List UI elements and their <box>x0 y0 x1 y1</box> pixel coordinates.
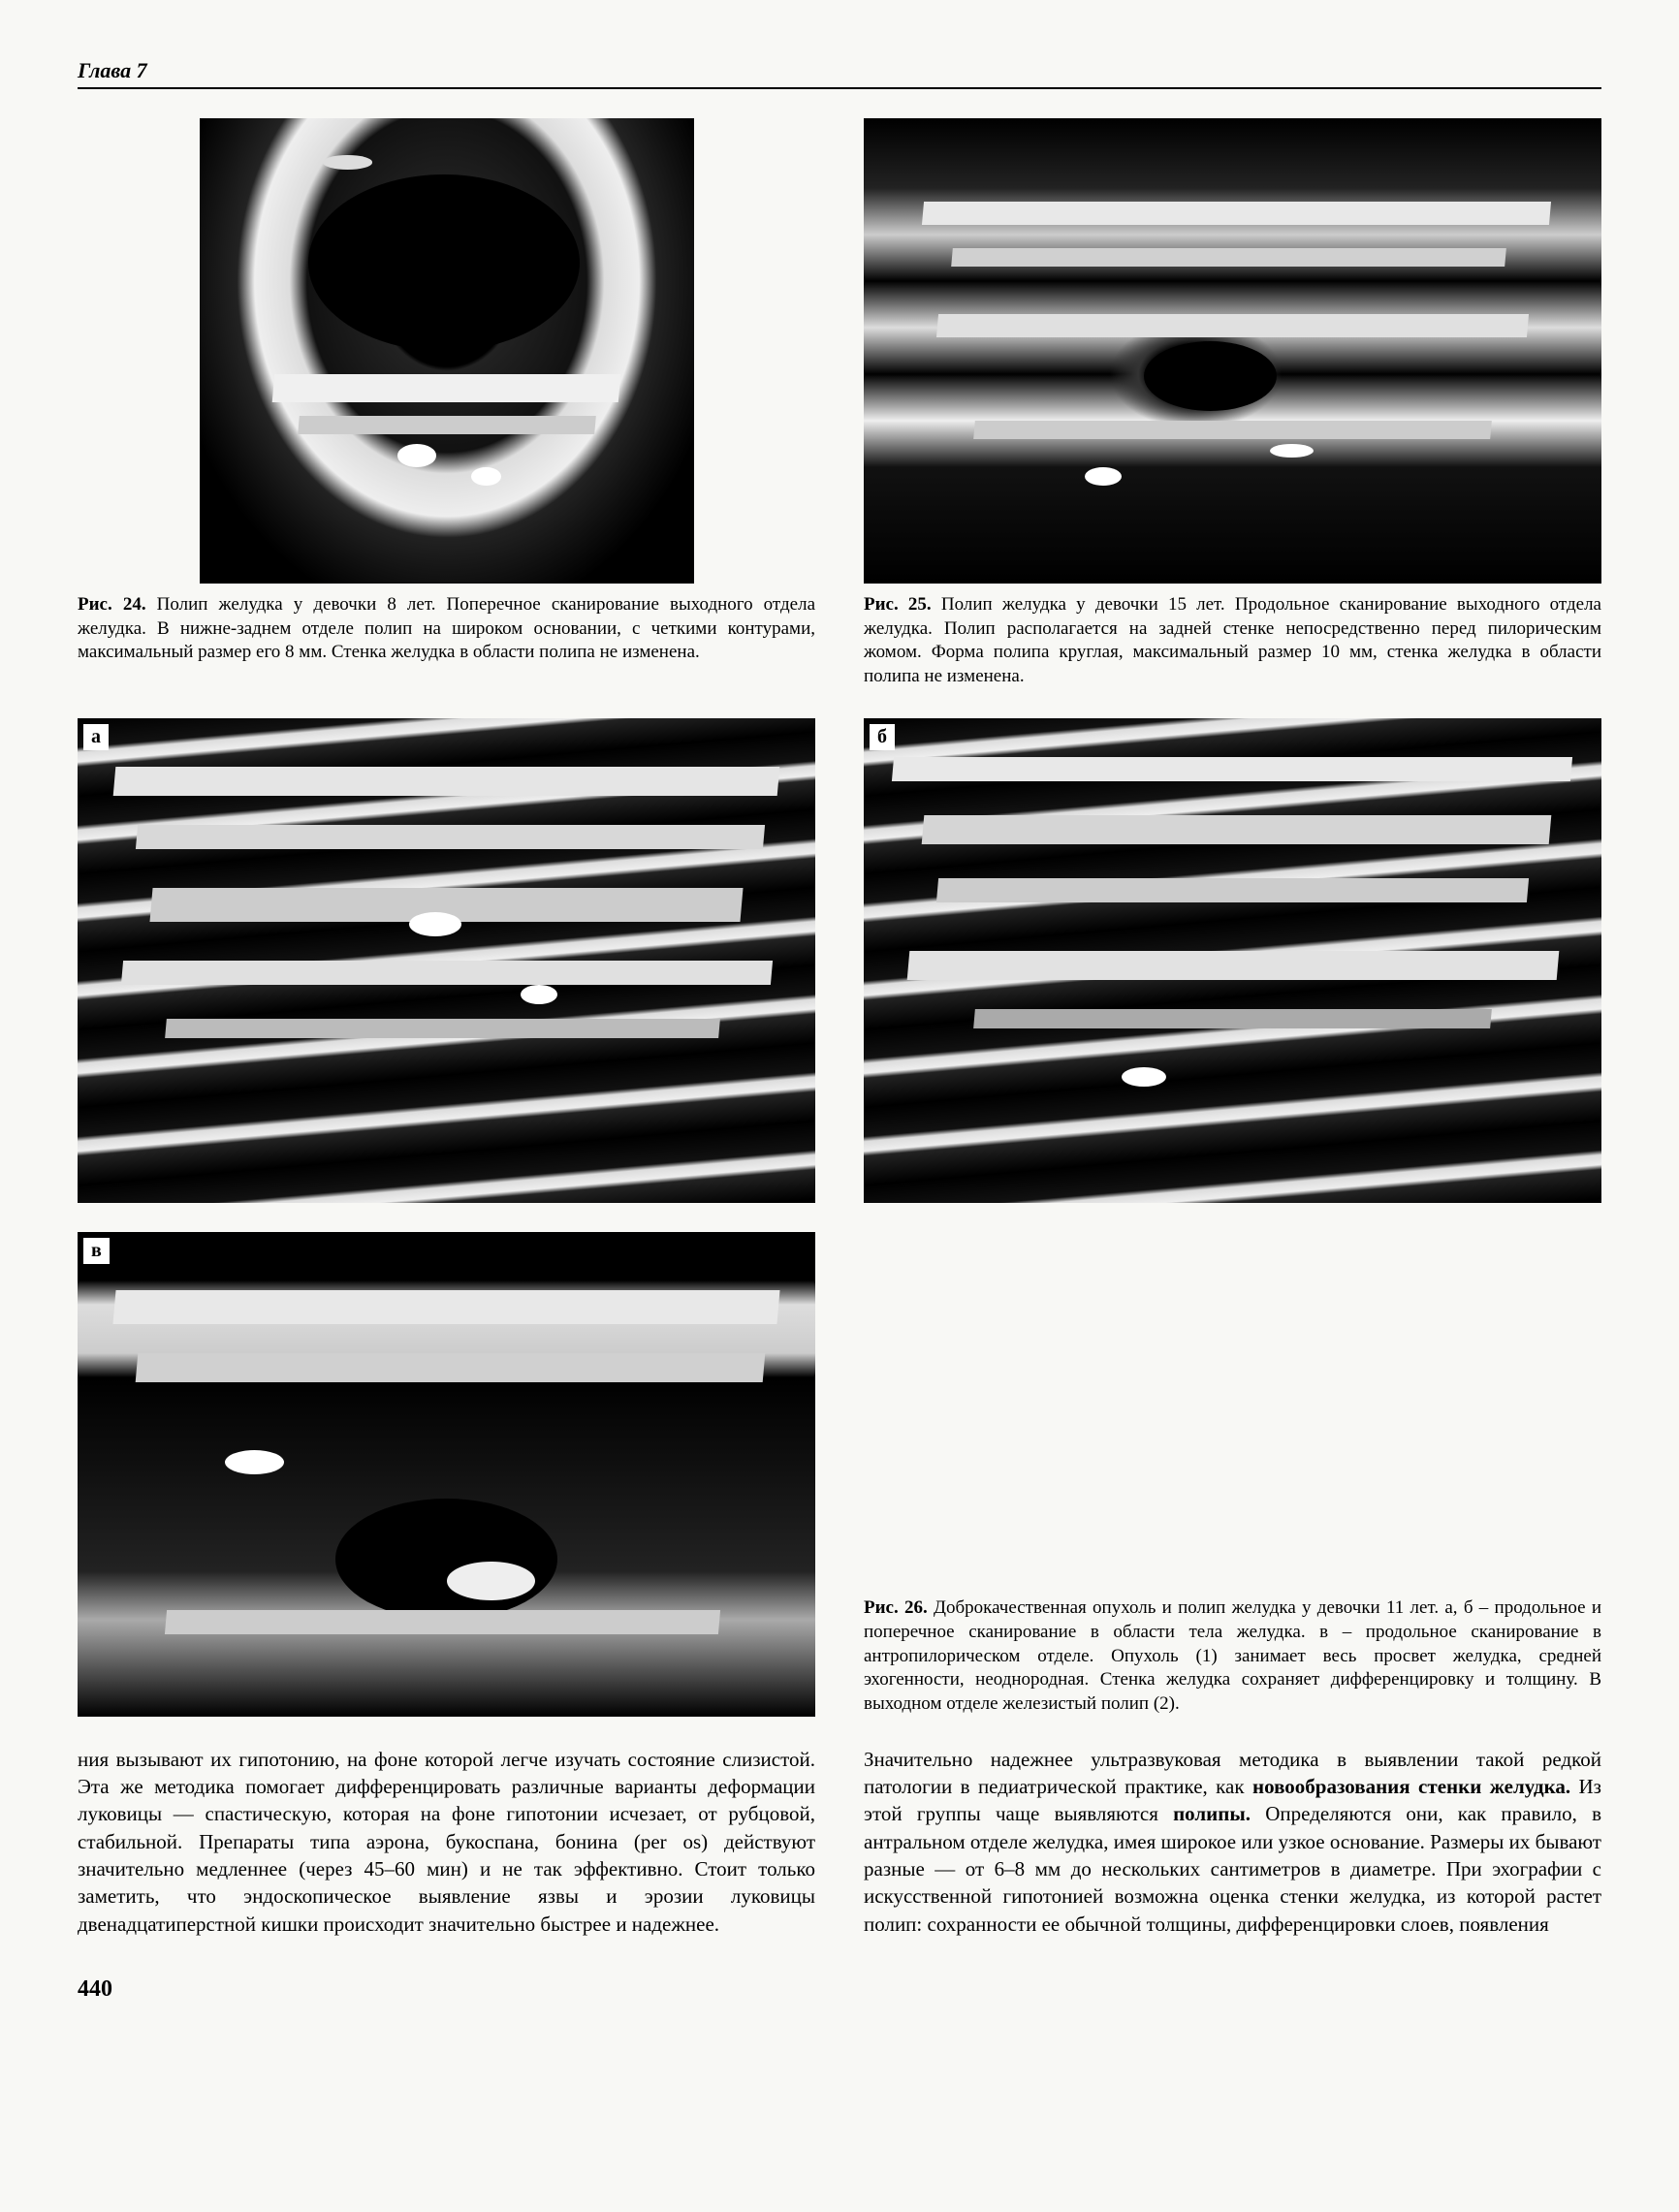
figure-25: Рис. 25. Полип желудка у девочки 15 лет.… <box>864 118 1601 689</box>
figure-24-label: Рис. 24. <box>78 594 146 615</box>
figure-26-caption: Рис. 26. Доброкачественная опухоль и пол… <box>864 1596 1601 1716</box>
body-text-row: ния вызывают их гипотонию, на фоне котор… <box>78 1746 1601 1938</box>
body-text-left: ния вызывают их гипотонию, на фоне котор… <box>78 1748 815 1936</box>
figure-row-top: Рис. 24. Полип желудка у девочки 8 лет. … <box>78 118 1601 689</box>
body-text-bold1: новообразования стенки желудка. <box>1252 1775 1570 1798</box>
figure-26a-label: а <box>83 724 109 750</box>
chapter-label: Глава 7 <box>78 58 147 82</box>
figure-26a-image: а <box>78 718 815 1203</box>
figure-row-bottom: в Рис. 26. Доброкачественная опухоль и п… <box>78 1232 1601 1717</box>
figure-25-caption: Рис. 25. Полип желудка у девочки 15 лет.… <box>864 593 1601 689</box>
figure-25-caption-text: Полип желудка у девочки 15 лет. Продольн… <box>864 594 1601 686</box>
figure-24: Рис. 24. Полип желудка у девочки 8 лет. … <box>78 118 815 689</box>
figure-26v-image: в <box>78 1232 815 1717</box>
body-text-bold2: полипы. <box>1173 1802 1251 1825</box>
figure-26v-label: в <box>83 1238 110 1264</box>
figure-24-image <box>200 118 694 584</box>
body-column-left: ния вызывают их гипотонию, на фоне котор… <box>78 1746 815 1938</box>
figure-26-caption-column: Рис. 26. Доброкачественная опухоль и пол… <box>864 1232 1601 1717</box>
figure-row-middle: а б <box>78 718 1601 1203</box>
figure-26b-label: б <box>870 724 895 750</box>
page-number: 440 <box>78 1976 1601 2003</box>
page-header: Глава 7 <box>78 58 1601 89</box>
figure-24-caption-text: Полип желудка у девочки 8 лет. Поперечно… <box>78 594 815 662</box>
figure-25-image <box>864 118 1601 584</box>
figure-26-caption-text: Доброкачественная опухоль и полип желудк… <box>864 1597 1601 1714</box>
figure-24-caption: Рис. 24. Полип желудка у девочки 8 лет. … <box>78 593 815 665</box>
figure-26b-image: б <box>864 718 1601 1203</box>
figure-26a: а <box>78 718 815 1203</box>
figure-26-label: Рис. 26. <box>864 1597 928 1618</box>
body-column-right: Значительно надежнее ультразвуковая мето… <box>864 1746 1601 1938</box>
figure-26v: в <box>78 1232 815 1717</box>
figure-26b: б <box>864 718 1601 1203</box>
figure-25-label: Рис. 25. <box>864 594 932 615</box>
